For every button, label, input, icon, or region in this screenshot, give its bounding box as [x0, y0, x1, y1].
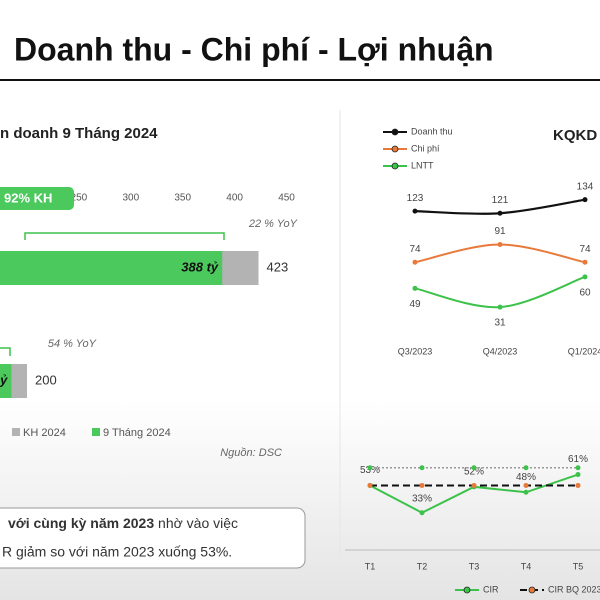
- background: [0, 400, 600, 600]
- data-label: 123: [407, 193, 424, 204]
- marker: [575, 465, 581, 471]
- x-tick-label: Q3/2023: [398, 346, 433, 356]
- bar-value: 200: [35, 372, 57, 387]
- x-tick-label: T4: [521, 561, 532, 571]
- legend-label: 9 Tháng 2024: [103, 427, 171, 439]
- legend-marker: [391, 145, 399, 153]
- x-tick-label: T5: [573, 561, 584, 571]
- bar: [0, 364, 12, 398]
- legend-marker: [391, 162, 399, 170]
- data-label: 61%: [568, 454, 588, 465]
- bar-label: 388 tỷ: [181, 259, 219, 274]
- note-rest: nhờ vào việc: [154, 515, 238, 531]
- bracket: [0, 347, 11, 356]
- source: Nguồn: DSC: [220, 447, 282, 459]
- marker: [582, 197, 588, 203]
- legend-label: KH 2024: [23, 427, 66, 439]
- marker: [419, 510, 425, 516]
- data-label: 49: [409, 299, 421, 310]
- marker: [497, 210, 503, 216]
- marker: [575, 482, 581, 488]
- legend-label: CIR BQ 2023: [548, 584, 600, 594]
- note-line1: với cùng kỳ năm 2023 nhờ vào việc: [8, 515, 238, 531]
- marker: [497, 242, 503, 248]
- marker: [575, 472, 581, 478]
- x-tick-label: T1: [365, 561, 376, 571]
- marker: [523, 489, 529, 495]
- marker: [412, 285, 418, 291]
- marker: [412, 259, 418, 265]
- data-label: 74: [579, 244, 591, 255]
- x-tick-label: Q1/2024: [568, 346, 600, 356]
- marker: [471, 465, 477, 471]
- data-label: 60: [579, 287, 591, 298]
- marker: [582, 274, 588, 280]
- bar-value: 423: [267, 259, 289, 274]
- legend-label: Doanh thu: [411, 126, 453, 136]
- marker: [419, 482, 425, 488]
- badge: [0, 187, 74, 210]
- x-tick-label: 300: [122, 193, 139, 204]
- legend-label: Chi phí: [411, 143, 440, 153]
- chart-title: KQKD: [553, 127, 597, 144]
- note-box: [0, 507, 306, 569]
- data-label: 31: [494, 318, 506, 329]
- data-label: 33%: [412, 493, 432, 504]
- line: [414, 275, 586, 309]
- marker: [412, 208, 418, 214]
- yoy-label: 54 % YoY: [48, 338, 97, 350]
- legend-marker: [391, 128, 399, 136]
- x-tick-label: T2: [417, 561, 428, 571]
- data-label: 53%: [360, 465, 380, 476]
- marker: [523, 465, 529, 471]
- data-label: 134: [577, 181, 594, 192]
- marker: [471, 482, 477, 488]
- data-label: 91: [494, 226, 506, 237]
- sales-title: n doanh 9 Tháng 2024: [0, 125, 158, 142]
- slide-title: Doanh thu - Chi phí - Lợi nhuận: [14, 31, 494, 67]
- x-tick-label: Q4/2023: [483, 346, 518, 356]
- legend-label: CIR: [483, 584, 499, 594]
- legend-marker: [528, 586, 536, 594]
- marker: [367, 482, 373, 488]
- x-tick-label: 250: [71, 193, 88, 204]
- marker: [419, 465, 425, 471]
- bar: [0, 251, 223, 285]
- legend-swatch: [12, 428, 20, 436]
- line: [414, 243, 586, 264]
- data-label: 121: [492, 195, 509, 206]
- x-tick-label: 400: [226, 193, 243, 204]
- data-label: 52%: [464, 466, 484, 477]
- bar-label: ỷ: [0, 372, 8, 387]
- yoy-label: 22 % YoY: [248, 218, 298, 230]
- note-line2: R giảm so với năm 2023 xuống 53%.: [2, 544, 232, 560]
- marker: [497, 304, 503, 310]
- legend-marker: [463, 586, 471, 594]
- bracket: [24, 232, 225, 240]
- legend-label: LNTT: [411, 160, 434, 170]
- marker: [582, 259, 588, 265]
- marker: [523, 482, 529, 488]
- x-tick-label: 450: [278, 193, 295, 204]
- note-bold: với cùng kỳ năm 2023: [8, 515, 154, 531]
- data-label: 48%: [516, 472, 536, 483]
- data-label: 74: [409, 244, 421, 255]
- legend-swatch: [92, 428, 100, 436]
- x-tick-label: 350: [174, 193, 191, 204]
- marker: [367, 465, 373, 471]
- x-tick-label: T3: [469, 561, 480, 571]
- badge-label: 92% KH: [4, 190, 52, 205]
